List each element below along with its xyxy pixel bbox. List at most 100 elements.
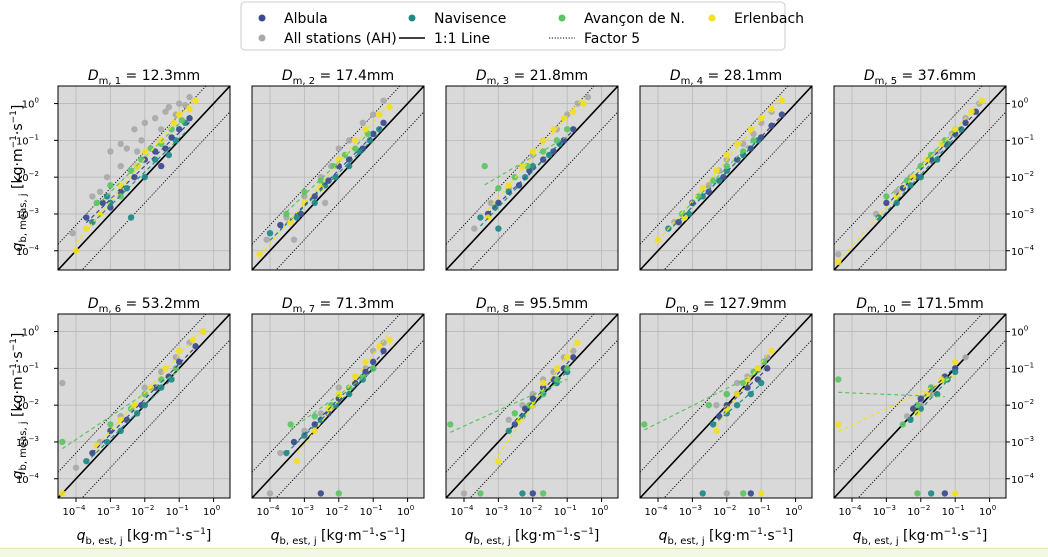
data-point — [550, 148, 557, 155]
data-point — [584, 93, 592, 101]
data-point — [162, 108, 169, 115]
x-tick-label: 10−1 — [360, 504, 383, 518]
data-point — [835, 376, 842, 383]
data-point — [917, 173, 924, 181]
data-point — [293, 214, 300, 221]
x-axis-label: qb, est, j [kg·m−1·s−1] — [659, 527, 794, 547]
x-tick-label: 10−2 — [519, 504, 542, 518]
x-tick-label: 100 — [397, 504, 414, 518]
data-point — [345, 137, 353, 144]
panel: Dm, 1 = 12.3mm 10−4 10−3 10−2 10−1 100 — [16, 68, 231, 271]
data-point — [99, 199, 106, 207]
data-point — [380, 339, 387, 346]
data-point — [133, 148, 141, 155]
data-point — [165, 103, 173, 111]
y-tick-label: 10−1 — [16, 133, 39, 147]
y-tick-label: 10−1 — [16, 361, 39, 375]
data-point — [369, 130, 377, 138]
data-point — [83, 214, 90, 221]
data-point — [186, 106, 193, 113]
data-point — [335, 490, 342, 497]
data-point — [158, 384, 165, 391]
legend-label: Navisence — [434, 11, 506, 27]
data-point — [560, 115, 568, 122]
data-point — [570, 126, 577, 133]
data-point — [141, 173, 148, 181]
data-point — [951, 490, 959, 497]
trend-line — [912, 366, 956, 408]
panel-title: Dm, 6 = 53.2mm — [88, 296, 200, 315]
plot-area — [252, 314, 424, 498]
data-point — [59, 490, 66, 497]
x-tick-label: 10−3 — [97, 504, 120, 518]
plot-area — [834, 314, 1006, 498]
data-point — [332, 173, 339, 181]
x-tick-label: 10−3 — [485, 504, 508, 518]
y-tick-label: 10−4 — [16, 244, 40, 258]
data-point — [335, 145, 342, 152]
y-tick-label: 100 — [22, 325, 39, 339]
panel-frame — [251, 313, 425, 499]
data-point — [477, 214, 484, 221]
data-point — [720, 173, 727, 181]
y-tick-label: 10−2 — [1011, 398, 1034, 412]
data-point — [117, 140, 124, 148]
panel-title: Dm, 5 = 37.6mm — [864, 68, 976, 87]
data-point — [570, 347, 577, 354]
data-point — [175, 358, 183, 366]
data-point — [713, 167, 720, 174]
trend-line — [909, 371, 956, 421]
legend-item: All stations (AH) — [258, 31, 397, 47]
data-point — [175, 347, 183, 354]
y-tick-label: 100 — [22, 97, 39, 111]
data-point — [277, 221, 284, 229]
data-point — [893, 199, 900, 207]
legend-item: Factor 5 — [549, 31, 640, 47]
data-point — [141, 119, 148, 127]
legend-marker — [258, 34, 266, 42]
data-point — [529, 490, 536, 497]
data-point — [138, 137, 145, 144]
data-point — [747, 126, 755, 133]
y-tick-label: 10−2 — [16, 170, 39, 184]
data-point — [172, 365, 180, 372]
data-point — [546, 151, 553, 159]
x-tick-label: 100 — [203, 504, 220, 518]
data-point — [934, 148, 941, 155]
data-point — [539, 490, 547, 497]
data-point — [362, 126, 369, 133]
panel: Dm, 6 = 53.2mm 10−4 10−3 10−2 10−1 100 10−4 10−… — [16, 296, 231, 547]
data-point — [487, 199, 494, 207]
trend-line — [450, 378, 568, 433]
data-point — [778, 111, 786, 118]
panel: Dm, 7 = 71.3mm 10−4 10−3 10−2 10−1 100 qb, est… — [251, 296, 425, 547]
data-point — [519, 162, 526, 170]
data-point — [505, 427, 512, 435]
data-point — [172, 137, 180, 144]
x-tick-label: 10−2 — [907, 504, 930, 518]
panels: Dm, 1 = 12.3mm 10−4 10−3 10−2 10−1 100 Dm, 2 =… — [16, 68, 1035, 547]
data-point — [103, 193, 111, 200]
data-point — [550, 126, 557, 133]
data-point — [359, 119, 367, 127]
data-point — [733, 140, 741, 148]
y-tick-label: 10−3 — [1011, 207, 1034, 221]
data-point — [117, 193, 124, 200]
data-point — [290, 236, 298, 243]
data-point — [263, 236, 270, 243]
data-point — [72, 247, 80, 254]
trend-line — [837, 99, 983, 262]
data-point — [914, 490, 921, 497]
data-point — [107, 421, 114, 428]
data-point — [192, 343, 199, 350]
trend-line — [885, 130, 956, 200]
data-point — [521, 405, 529, 412]
data-point — [511, 410, 518, 417]
panel-title: Dm, 10 = 171.5mm — [856, 296, 984, 315]
data-point — [529, 148, 536, 155]
legend-label: Factor 5 — [584, 31, 640, 47]
trend-line — [838, 375, 956, 433]
data-point — [83, 225, 90, 232]
data-point — [723, 490, 730, 497]
data-point — [951, 358, 959, 366]
